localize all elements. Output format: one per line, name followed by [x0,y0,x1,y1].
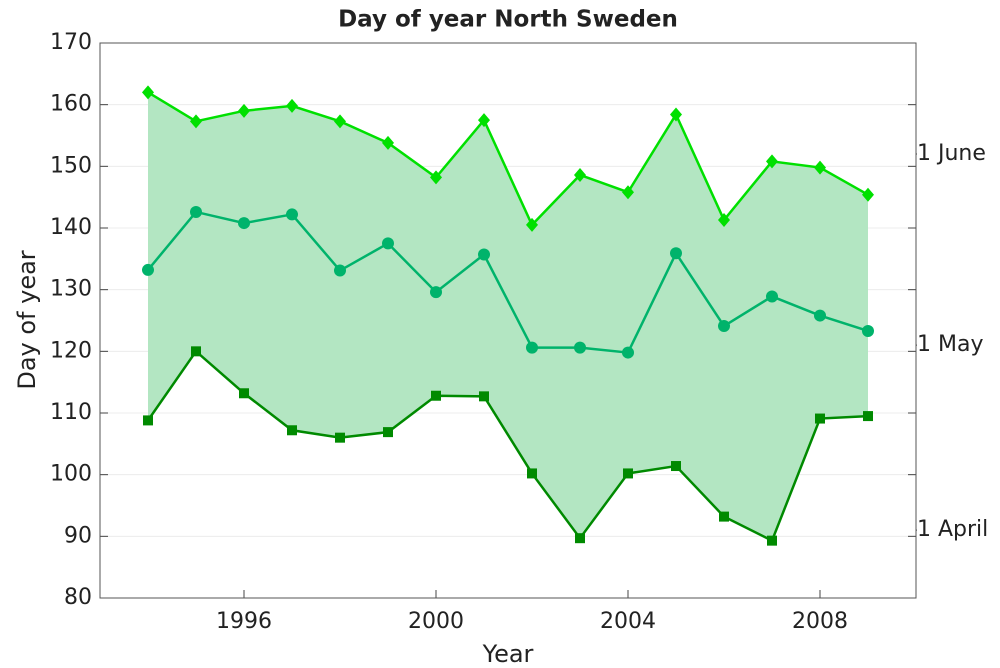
marker [142,263,154,276]
marker [670,107,682,122]
y-tick-label: 120 [50,338,92,363]
marker [238,217,250,230]
marker [430,286,442,299]
y-tick-label: 80 [64,585,92,610]
marker [334,114,346,129]
marker [526,341,538,354]
fill-area [148,92,868,541]
marker [286,98,298,113]
x-axis-label: Year [482,640,534,668]
marker [287,425,297,436]
y-tick-label: 150 [50,153,92,178]
y-tick-label: 160 [50,92,92,117]
y-tick-label: 170 [50,30,92,55]
marker [430,170,442,185]
marker [479,391,489,402]
marker [623,468,633,479]
marker [574,167,586,182]
marker [431,390,441,401]
y-tick-label: 100 [50,462,92,487]
y2-tick-label: 1 April [917,517,988,542]
marker [143,415,153,426]
marker [767,535,777,546]
marker [191,346,201,357]
marker [814,160,826,175]
y-tick-label: 140 [50,215,92,240]
marker [814,309,826,322]
marker [239,388,249,399]
line [147,210,869,354]
marker [382,135,394,150]
y-tick-label: 110 [50,400,92,425]
marker [335,432,345,443]
y-tick-label: 90 [64,523,92,548]
marker [383,427,393,438]
marker [286,208,298,221]
marker [574,341,586,354]
marker [190,114,202,129]
x-tick-label: 2008 [792,609,848,634]
marker [575,533,585,544]
marker [766,154,778,169]
marker [862,187,874,202]
marker [478,248,490,261]
marker [671,461,681,472]
marker [766,290,778,303]
y2-tick-label: 1 June [917,141,986,166]
y-axis-label: Day of year [13,250,41,389]
marker [478,113,490,128]
marker [862,324,874,337]
marker [527,468,537,479]
marker [238,103,250,118]
x-tick-label: 2004 [600,609,656,634]
marker [622,185,634,200]
line [147,91,869,228]
marker [670,247,682,260]
marker [142,85,154,100]
y2-tick-label: 1 May [917,332,983,357]
chart-title: Day of year North Sweden [338,7,678,33]
marker [526,217,538,232]
marker [382,237,394,250]
marker [863,411,873,422]
marker [622,346,634,359]
line [146,349,869,543]
marker [334,264,346,277]
x-tick-label: 2000 [408,609,464,634]
marker [718,320,730,333]
plot-frame [99,42,917,599]
marker [718,212,730,227]
y-tick-label: 130 [50,277,92,302]
marker [815,413,825,424]
marker [719,511,729,522]
x-tick-label: 1996 [216,609,272,634]
marker [190,205,202,218]
